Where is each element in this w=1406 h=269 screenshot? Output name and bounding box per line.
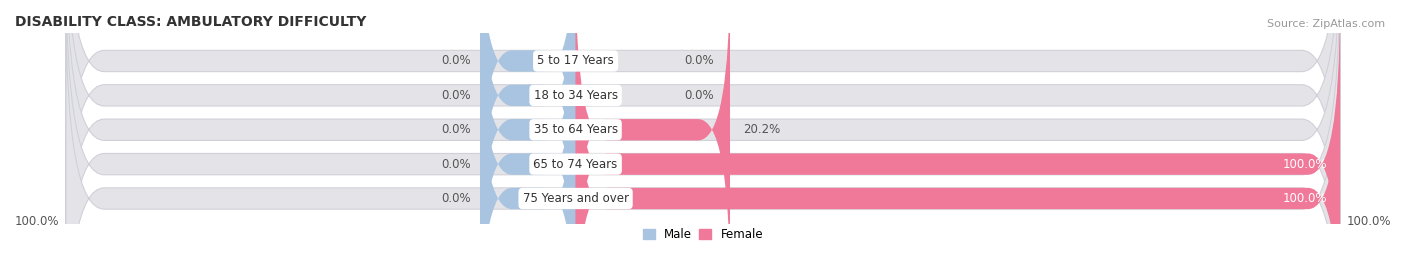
- Text: 0.0%: 0.0%: [441, 192, 471, 205]
- FancyBboxPatch shape: [66, 0, 1340, 269]
- FancyBboxPatch shape: [479, 3, 575, 269]
- FancyBboxPatch shape: [479, 0, 575, 222]
- Text: 100.0%: 100.0%: [1282, 192, 1327, 205]
- FancyBboxPatch shape: [575, 37, 1340, 269]
- Text: 0.0%: 0.0%: [683, 55, 713, 68]
- Text: 0.0%: 0.0%: [441, 158, 471, 171]
- Text: 100.0%: 100.0%: [1347, 215, 1391, 228]
- Text: 65 to 74 Years: 65 to 74 Years: [533, 158, 617, 171]
- Text: 0.0%: 0.0%: [441, 55, 471, 68]
- Text: Source: ZipAtlas.com: Source: ZipAtlas.com: [1267, 19, 1385, 29]
- FancyBboxPatch shape: [575, 0, 730, 269]
- FancyBboxPatch shape: [479, 0, 575, 269]
- FancyBboxPatch shape: [575, 3, 1340, 269]
- FancyBboxPatch shape: [479, 0, 575, 257]
- Legend: Male, Female: Male, Female: [643, 228, 763, 241]
- Text: 0.0%: 0.0%: [683, 89, 713, 102]
- Text: 5 to 17 Years: 5 to 17 Years: [537, 55, 614, 68]
- Text: 100.0%: 100.0%: [1282, 158, 1327, 171]
- FancyBboxPatch shape: [66, 0, 1340, 269]
- Text: 35 to 64 Years: 35 to 64 Years: [533, 123, 617, 136]
- Text: 100.0%: 100.0%: [15, 215, 59, 228]
- FancyBboxPatch shape: [66, 0, 1340, 257]
- Text: 18 to 34 Years: 18 to 34 Years: [533, 89, 617, 102]
- Text: 75 Years and over: 75 Years and over: [523, 192, 628, 205]
- Text: 0.0%: 0.0%: [441, 123, 471, 136]
- Text: DISABILITY CLASS: AMBULATORY DIFFICULTY: DISABILITY CLASS: AMBULATORY DIFFICULTY: [15, 15, 367, 29]
- FancyBboxPatch shape: [66, 3, 1340, 269]
- Text: 20.2%: 20.2%: [742, 123, 780, 136]
- FancyBboxPatch shape: [66, 0, 1340, 269]
- FancyBboxPatch shape: [479, 37, 575, 269]
- Text: 0.0%: 0.0%: [441, 89, 471, 102]
